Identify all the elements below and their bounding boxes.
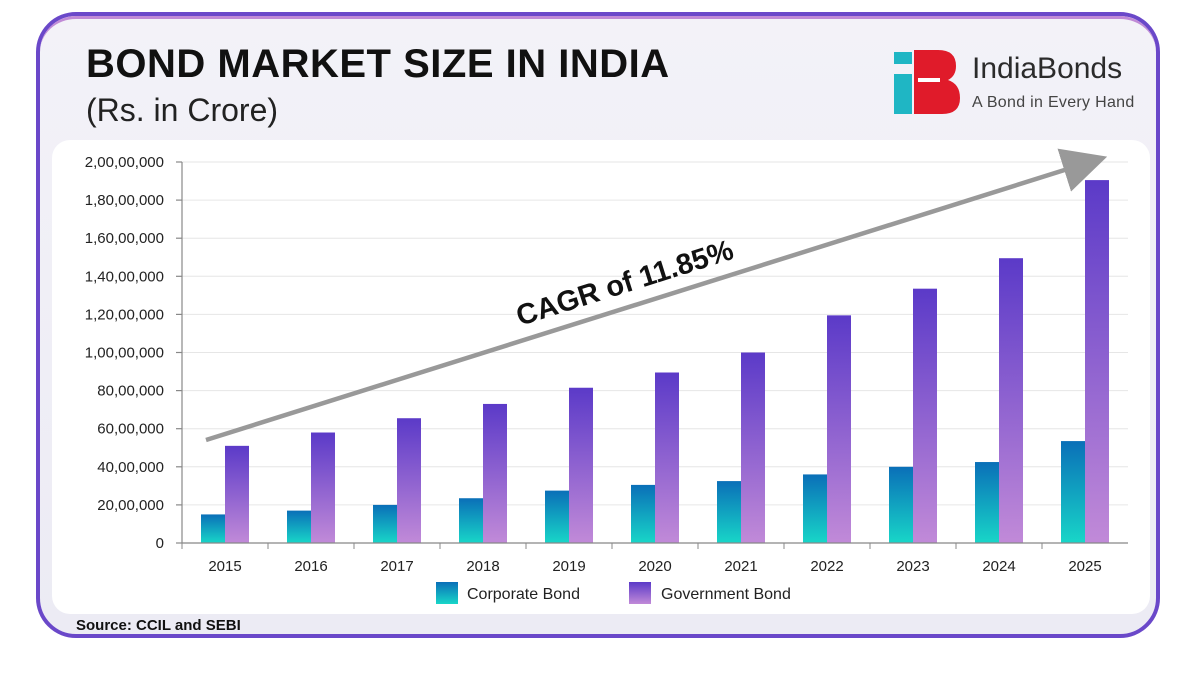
bar-corporate (373, 504, 397, 543)
page-subtitle: (Rs. in Crore) (86, 92, 279, 128)
bar-corporate (975, 462, 999, 543)
bar-government (913, 288, 937, 543)
bar-corporate (631, 484, 655, 543)
bar-corporate (545, 490, 569, 543)
y-tick-label: 2,00,00,000 (85, 154, 164, 171)
bar-government (741, 352, 765, 543)
y-tick-label: 20,00,000 (97, 497, 164, 514)
brand-name: IndiaBonds (972, 52, 1123, 85)
legend-label-corporate: Corporate Bond (467, 586, 580, 603)
y-tick-label: 1,20,00,000 (85, 306, 164, 323)
bar-government (1085, 180, 1109, 543)
x-tick-label: 2023 (896, 558, 929, 575)
bar-corporate (201, 514, 225, 543)
legend-swatch-government (629, 582, 651, 604)
x-tick-label: 2015 (208, 558, 241, 575)
bar-government (397, 418, 421, 543)
bar-corporate (889, 466, 913, 543)
x-tick-label: 2021 (724, 558, 757, 575)
brand-tagline: A Bond in Every Hand (972, 94, 1135, 111)
source-note: Source: CCIL and SEBI (76, 617, 241, 634)
x-tick-label: 2019 (552, 558, 585, 575)
bar-corporate (459, 498, 483, 543)
bar-government (827, 315, 851, 543)
bar-government (655, 372, 679, 543)
bars (201, 180, 1109, 543)
bar-corporate (287, 510, 311, 543)
legend-swatch-corporate (436, 582, 458, 604)
y-axis: 0 20,00,000 40,00,000 60,00,000 80,00,000 1,0… (85, 154, 183, 552)
y-tick-label: 1,80,00,000 (85, 192, 164, 209)
y-tick-label: 0 (156, 535, 164, 552)
y-tick-label: 60,00,000 (97, 421, 164, 438)
bar-corporate (717, 481, 741, 543)
x-tick-label: 2022 (810, 558, 843, 575)
x-tick-label: 2018 (466, 558, 499, 575)
legend-label-government: Government Bond (661, 586, 791, 603)
bar-government (483, 403, 507, 543)
x-axis: 2015 2016 2017 2018 2019 2020 2021 2022 2023 2024… (181, 542, 1128, 575)
y-tick-label: 1,00,00,000 (85, 345, 164, 362)
x-tick-label: 2025 (1068, 558, 1101, 575)
x-tick-label: 2024 (982, 558, 1015, 575)
cagr-arrow (205, 148, 1108, 443)
indiabonds-logo-icon (894, 50, 960, 114)
bar-government (311, 432, 335, 543)
bar-corporate (1061, 441, 1085, 543)
legend: Corporate Bond Government Bond (436, 582, 791, 604)
bar-government (569, 387, 593, 543)
bar-corporate (803, 474, 827, 543)
y-tick-label: 1,40,00,000 (85, 268, 164, 285)
y-tick-label: 40,00,000 (97, 459, 164, 476)
x-tick-label: 2016 (294, 558, 327, 575)
y-tick-label: 1,60,00,000 (85, 230, 164, 247)
x-tick-label: 2020 (638, 558, 671, 575)
x-tick-label: 2017 (380, 558, 413, 575)
bar-government (999, 258, 1023, 543)
bar-government (225, 445, 249, 543)
y-tick-label: 80,00,000 (97, 383, 164, 400)
page-title: BOND MARKET SIZE IN INDIA (86, 42, 670, 86)
